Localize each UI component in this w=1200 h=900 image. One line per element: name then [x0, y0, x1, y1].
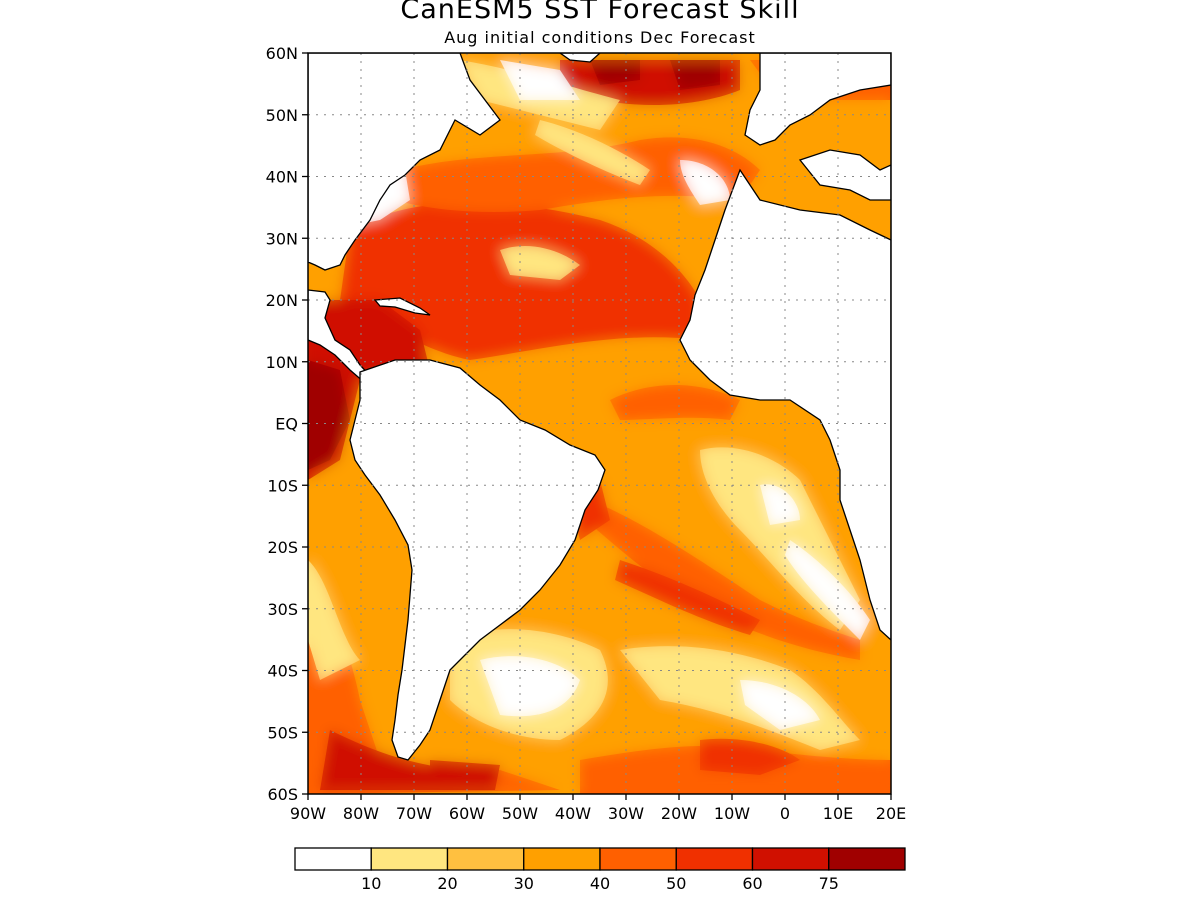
- land-mask: [308, 53, 891, 761]
- lon-tick-label: 10W: [714, 804, 750, 823]
- map-title: CanESM5 SST Forecast Skill: [400, 0, 800, 25]
- colorbar-label: 40: [590, 874, 610, 893]
- colorbar-label: 50: [666, 874, 686, 893]
- lon-tick-label: 40W: [555, 804, 591, 823]
- colorbar-swatch: [370, 847, 449, 871]
- lat-tick-label: 30N: [266, 229, 298, 248]
- lat-tick-label: 50N: [266, 106, 298, 125]
- lat-tick-label: 10S: [267, 476, 298, 495]
- map-plot-area: [308, 53, 891, 794]
- lon-tick-label: 20W: [661, 804, 697, 823]
- lon-tick-label: 30W: [608, 804, 644, 823]
- lat-tick-label: 30S: [267, 600, 298, 619]
- colorbar-swatch: [599, 847, 677, 871]
- map-subtitle: Aug initial conditions Dec Forecast: [444, 28, 756, 47]
- lon-tick-label: 70W: [396, 804, 432, 823]
- colorbar-label: 60: [742, 874, 762, 893]
- longitude-axis: 90W 80W 70W 60W 50W 40W 30W 20W 10W 0 10E 20E: [290, 794, 906, 823]
- lat-tick-label: 40S: [267, 662, 298, 681]
- colorbar-legend: 10 20 30 40 50 60 75: [294, 847, 906, 893]
- colorbar-label: 10: [361, 874, 381, 893]
- lon-tick-label: 50W: [502, 804, 538, 823]
- colorbar-label: 75: [819, 874, 839, 893]
- lon-tick-label: 0: [780, 804, 790, 823]
- map-gridlines: [308, 53, 891, 794]
- colorbar-swatch: [751, 847, 830, 871]
- lon-tick-label: 90W: [290, 804, 326, 823]
- colorbar-label: 30: [514, 874, 534, 893]
- latitude-axis: 60N 50N 40N 30N 20N 10N EQ 10S 20S 30S 40S 50S 60S: [266, 44, 308, 804]
- lat-tick-label: 60N: [266, 44, 298, 63]
- lat-tick-label: 50S: [267, 723, 298, 742]
- lon-tick-label: 60W: [449, 804, 485, 823]
- lon-tick-label: 80W: [343, 804, 379, 823]
- colorbar-swatch: [675, 847, 754, 871]
- colorbar-swatch: [294, 847, 372, 871]
- lon-tick-label: 20E: [876, 804, 906, 823]
- colorbar-label: 20: [437, 874, 457, 893]
- lat-tick-label: 20S: [267, 538, 298, 557]
- lon-tick-label: 10E: [823, 804, 853, 823]
- lat-tick-label: 60S: [267, 785, 298, 804]
- lat-tick-label: 20N: [266, 291, 298, 310]
- lat-tick-label: 40N: [266, 168, 298, 187]
- lat-tick-label: EQ: [275, 415, 298, 434]
- lat-tick-label: 10N: [266, 353, 298, 372]
- colorbar-swatch: [523, 847, 601, 871]
- colorbar-swatch: [446, 847, 525, 871]
- colorbar-swatch: [828, 847, 906, 871]
